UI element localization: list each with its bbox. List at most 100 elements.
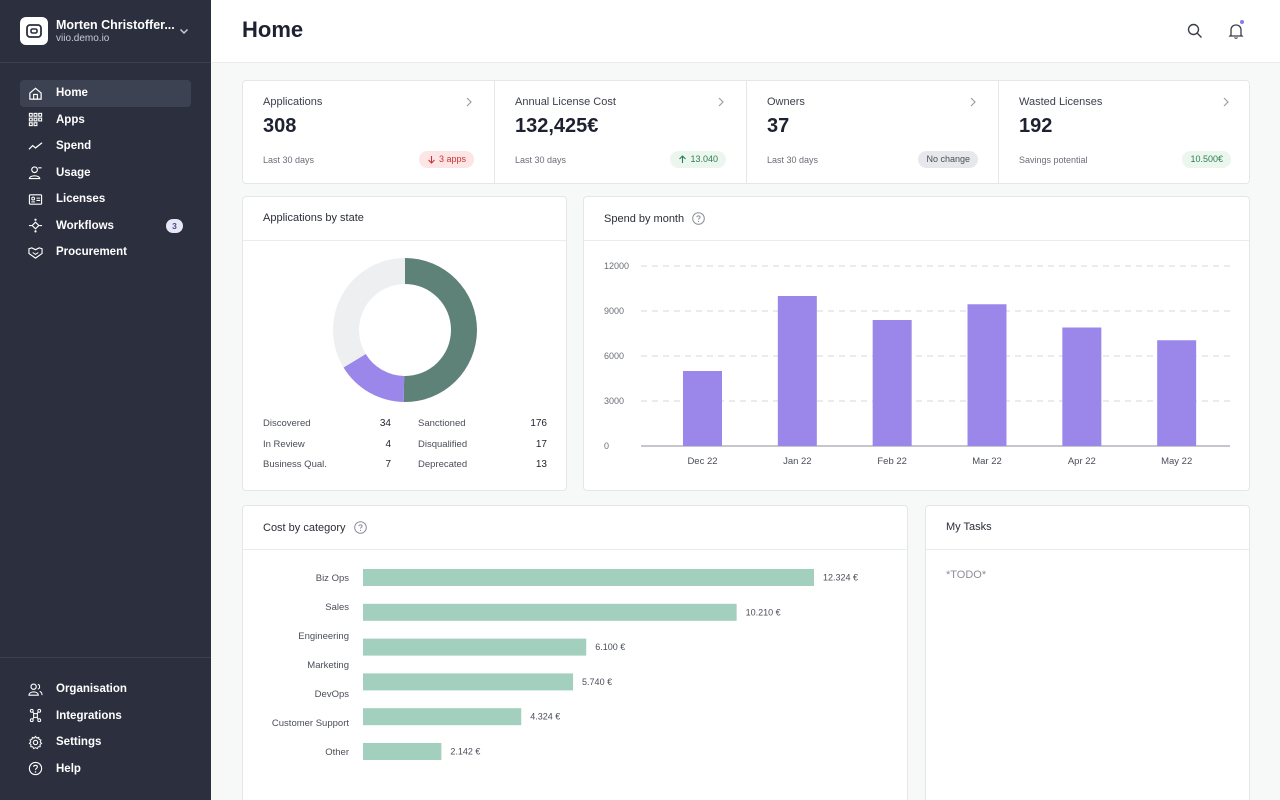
arrow-down-icon xyxy=(428,156,435,164)
nav-item-licenses[interactable]: Licenses xyxy=(20,186,191,213)
card-divider xyxy=(584,240,1249,241)
cost-bar-chart: Biz Ops Sales Engineering Marketing DevOps Cu… xyxy=(272,569,858,760)
donut-chart xyxy=(333,258,477,402)
legend-label: Discovered xyxy=(263,418,311,429)
bar[interactable] xyxy=(363,743,442,760)
org-switcher[interactable]: Morten Christoffer... viio.demo.io xyxy=(0,0,211,63)
nav-item-spend[interactable]: Spend xyxy=(20,133,191,160)
notification-bell-icon[interactable] xyxy=(1227,22,1245,40)
kpi-annual-license-cost[interactable]: Annual License Cost 132,425€ Last 30 day… xyxy=(495,81,747,183)
nav-item-integrations[interactable]: Integrations xyxy=(20,703,191,730)
legend-value: 4 xyxy=(385,439,391,450)
legend-label: Sanctioned xyxy=(418,418,466,429)
bar-value-label: 4.324 € xyxy=(530,712,560,722)
bar[interactable] xyxy=(872,320,912,446)
bar[interactable] xyxy=(683,371,722,446)
y-tick-label: 12000 xyxy=(604,261,629,271)
help-tooltip-icon[interactable] xyxy=(692,212,705,225)
legend-value: 34 xyxy=(379,418,391,429)
legend-value: 176 xyxy=(530,418,547,429)
bar-value-label: 10.210 € xyxy=(746,607,781,617)
legend-label: Business Qual. xyxy=(263,459,327,470)
bar[interactable] xyxy=(363,569,814,586)
category-label: Engineering xyxy=(298,631,349,642)
workflows-count-badge: 3 xyxy=(166,218,183,233)
home-icon xyxy=(29,87,42,100)
nav-label: Workflows xyxy=(56,219,114,232)
kpi-row: Applications 308 Last 30 days 3 apps Ann… xyxy=(242,80,1250,184)
legend-value: 13 xyxy=(535,459,547,470)
tasks-placeholder: *TODO* xyxy=(946,569,987,581)
nav-label: Licenses xyxy=(56,193,106,206)
bar[interactable] xyxy=(1157,340,1197,446)
bar[interactable] xyxy=(363,603,737,621)
card-title: Spend by month xyxy=(604,212,685,225)
bar[interactable] xyxy=(363,638,587,656)
bar[interactable] xyxy=(363,708,522,726)
donut-slice[interactable] xyxy=(333,258,405,368)
x-tick-label: Jan 22 xyxy=(783,456,812,467)
kpi-period: Savings potential xyxy=(1019,155,1088,165)
nav-item-procurement[interactable]: Procurement xyxy=(20,239,191,266)
kpi-label: Wasted Licenses xyxy=(1019,96,1103,108)
bar[interactable] xyxy=(967,304,1007,446)
organisation-users-icon xyxy=(28,683,43,696)
spend-trend-icon xyxy=(28,142,43,150)
nav-label: Integrations xyxy=(56,709,122,722)
sidebar-divider xyxy=(0,657,211,658)
bar[interactable] xyxy=(777,296,817,446)
y-tick-label: 0 xyxy=(604,441,609,451)
chevron-down-icon[interactable] xyxy=(178,25,190,37)
legend-label: In Review xyxy=(263,439,305,450)
kpi-wasted-licenses[interactable]: Wasted Licenses 192 Savings potential 10… xyxy=(999,81,1251,183)
x-tick-label: Apr 22 xyxy=(1068,456,1096,467)
nav-item-workflows[interactable]: Workflows 3 xyxy=(20,213,191,240)
nav-label: Spend xyxy=(56,140,92,153)
search-icon[interactable] xyxy=(1186,22,1204,40)
kpi-change-badge: 13.040 xyxy=(670,151,726,168)
nav-item-apps[interactable]: Apps xyxy=(20,107,191,134)
kpi-change-badge: 3 apps xyxy=(418,151,474,168)
chevron-right-icon[interactable] xyxy=(465,97,473,107)
category-label: DevOps xyxy=(315,689,350,700)
kpi-period: Last 30 days xyxy=(515,155,567,165)
x-tick-label: Dec 22 xyxy=(687,456,717,467)
card-title-row: Spend by month xyxy=(604,212,705,225)
nav-item-usage[interactable]: Usage xyxy=(20,160,191,187)
bar[interactable] xyxy=(363,673,574,691)
chevron-right-icon[interactable] xyxy=(969,97,977,107)
nav-item-organisation[interactable]: Organisation xyxy=(20,676,191,703)
my-tasks-card: My Tasks *TODO* xyxy=(925,505,1250,800)
chevron-right-icon[interactable] xyxy=(1222,97,1230,107)
bar[interactable] xyxy=(1062,327,1102,447)
spend-bar-chart: 0 3000 6000 9000 12000 Dec 22 Jan 22 Feb 22 Mar … xyxy=(604,261,1230,467)
help-tooltip-icon[interactable] xyxy=(353,521,367,534)
legend-value: 7 xyxy=(385,459,391,470)
sidebar: Morten Christoffer... viio.demo.io Home … xyxy=(0,0,211,800)
kpi-value: 37 xyxy=(767,115,790,137)
org-logo-icon xyxy=(20,17,48,45)
chevron-right-icon[interactable] xyxy=(717,97,725,107)
x-tick-label: May 22 xyxy=(1161,456,1192,467)
bar-value-label: 12.324 € xyxy=(823,573,858,583)
card-divider xyxy=(243,549,907,550)
donut-slice[interactable] xyxy=(403,258,477,402)
nav-label: Organisation xyxy=(56,683,127,696)
kpi-owners[interactable]: Owners 37 Last 30 days No change xyxy=(747,81,999,183)
nav-item-settings[interactable]: Settings xyxy=(20,729,191,756)
card-title: Applications by state xyxy=(263,212,364,224)
y-tick-label: 3000 xyxy=(604,396,624,406)
category-label: Sales xyxy=(325,602,349,613)
nav-item-home[interactable]: Home xyxy=(20,80,191,107)
bar-value-label: 6.100 € xyxy=(595,642,625,652)
nav-item-help[interactable]: Help xyxy=(20,756,191,783)
apps-grid-icon xyxy=(28,113,43,127)
x-tick-label: Mar 22 xyxy=(972,456,1002,467)
kpi-period: Last 30 days xyxy=(767,155,819,165)
kpi-value: 192 xyxy=(1019,115,1053,137)
kpi-applications[interactable]: Applications 308 Last 30 days 3 apps xyxy=(243,81,495,183)
category-label: Biz Ops xyxy=(316,573,350,584)
kpi-label: Applications xyxy=(263,96,323,108)
donut-slice[interactable] xyxy=(343,353,405,402)
nav-label: Procurement xyxy=(56,246,127,259)
